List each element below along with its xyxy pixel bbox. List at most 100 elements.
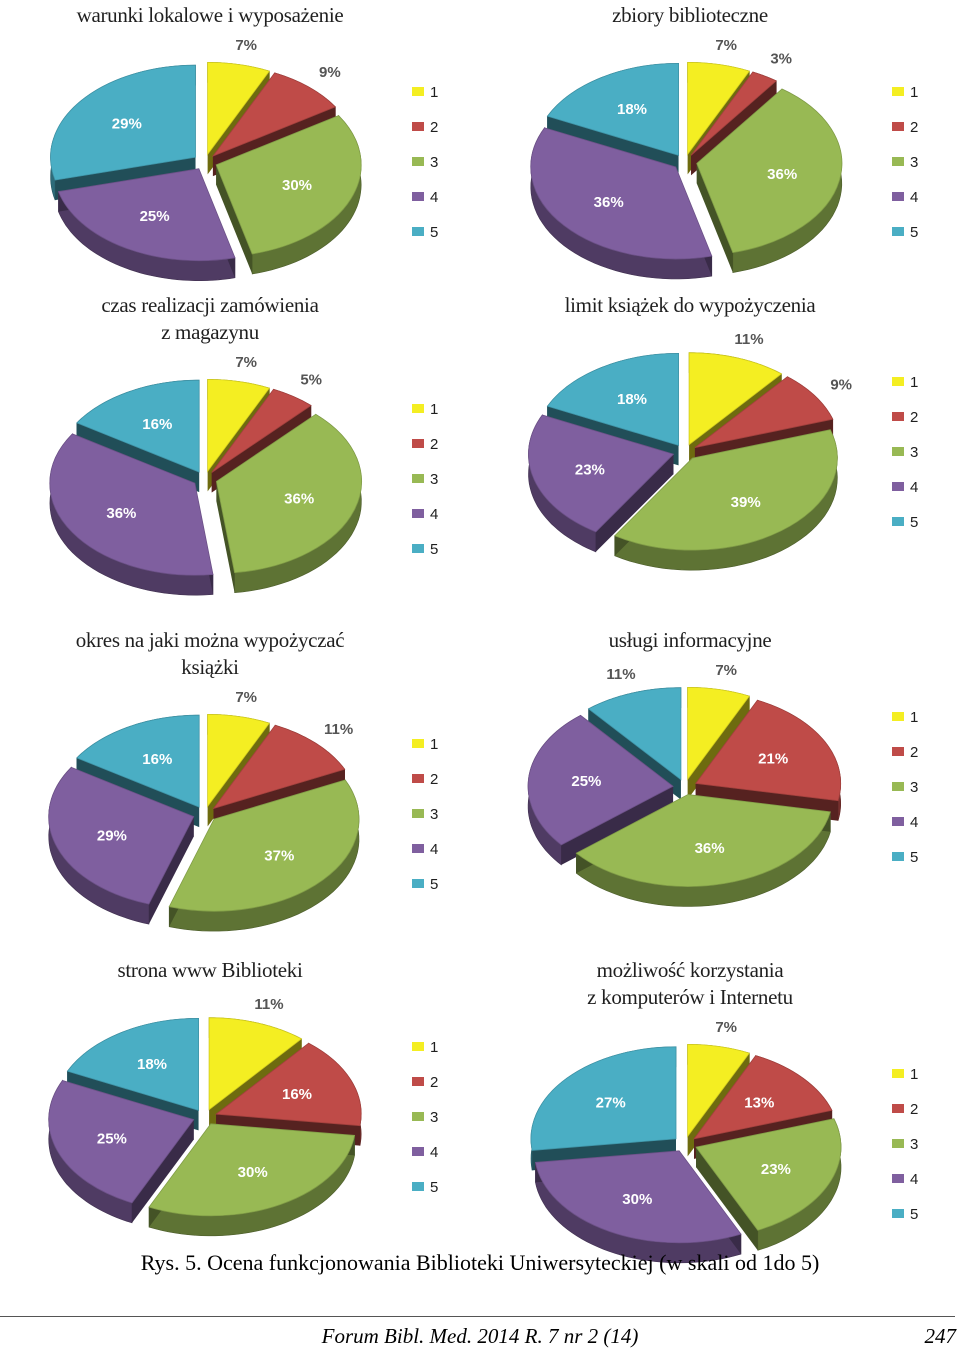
data-label-3: 23% [761,1161,791,1178]
data-label-5: 18% [137,1056,167,1073]
chart-title-line: czas realizacji zamówienia [101,293,319,317]
legend-swatch-1 [412,1042,424,1051]
pie-tops [528,352,838,551]
pie-slice-5 [50,64,196,181]
pie-chart-panel: strona www Biblioteki 11% 16% 30% 25% 18% 1 2 3 4… [0,955,480,1245]
legend-label-5: 5 [430,224,438,241]
pie-slice-wall [696,163,733,273]
legend-swatch-4 [412,1147,424,1156]
legend-swatch-1 [412,739,424,748]
data-label-2: 16% [282,1086,312,1103]
legend-swatch-3 [412,474,424,483]
pie-slice-5 [587,687,682,781]
data-label-1: 7% [715,37,737,54]
pie-slice-3 [575,794,831,887]
legend-label-5: 5 [430,876,438,893]
legend-label-4: 4 [910,814,918,831]
chart-legend: 1 2 3 4 5 [412,401,438,558]
pie-tops [50,61,362,262]
chart-title-line: strona www Biblioteki [117,958,303,982]
legend-swatch-1 [892,712,904,721]
pie-slice-1 [207,713,271,808]
legend-swatch-5 [892,1209,904,1218]
data-label-1: 7% [715,662,737,679]
legend-label-4: 4 [430,189,438,206]
pie-chart-svg: 11% 16% 30% 25% 18% 1 2 3 4 5 [48,996,438,1237]
legend-label-1: 1 [910,709,918,726]
legend-swatch-5 [892,517,904,526]
chart-title-line: usługi informacyjne [608,628,772,652]
pie-slice-3 [696,88,843,254]
pie-chart-svg: 11% 9% 39% 23% 18% 1 2 3 4 5 [528,331,918,571]
legend-swatch-3 [892,782,904,791]
legend-swatch-2 [412,122,424,131]
pie-slice-wall [595,454,674,552]
legend-label-4: 4 [910,189,918,206]
data-label-4: 30% [622,1191,652,1208]
pie-slice-4 [57,168,236,262]
pie-labels: 7% 13% 23% 30% 27% [596,1019,791,1208]
chart-title-line: warunki lokalowe i wyposażenie [76,3,344,27]
pie-tops [530,1043,842,1244]
data-label-4: 36% [106,505,136,522]
chart-legend: 1 2 3 4 5 [412,1039,438,1196]
pie-tops [49,378,362,576]
pie-chart-panel: czas realizacji zamówienia z magazynu 7% 5%… [0,290,480,610]
legend-swatch-5 [412,879,424,888]
data-label-3: 30% [282,177,312,194]
pie-slice-2 [694,376,834,449]
pie-tops [527,686,842,887]
data-label-4: 25% [97,1130,127,1147]
page-number: 247 [924,1324,957,1348]
legend-label-1: 1 [910,1066,918,1083]
data-label-5: 29% [112,115,142,132]
pie-tops [48,713,360,912]
legend-swatch-3 [412,809,424,818]
chart-legend: 1 2 3 4 5 [892,709,918,866]
pie-chart-svg: 7% 13% 23% 30% 27% 1 2 3 4 5 [530,1019,918,1264]
legend-label-1: 1 [910,84,918,101]
data-label-4: 23% [575,462,605,479]
pie-slice-wall [216,481,235,593]
pie-slice-4 [49,433,214,576]
data-label-2: 21% [758,750,788,767]
legend-swatch-2 [892,747,904,756]
data-label-5: 16% [142,751,172,768]
pie-chart-panel: warunki lokalowe i wyposażenie 7% 9% 30% 25%… [0,0,480,290]
pie-slice-3 [168,779,360,912]
legend-swatch-2 [412,439,424,448]
legend-label-2: 2 [430,436,438,453]
legend-swatch-4 [892,817,904,826]
pie-slice-1 [687,1043,751,1138]
data-label-2: 5% [300,372,322,389]
data-label-2: 11% [324,721,353,738]
legend-swatch-4 [412,509,424,518]
pie-slice-5 [546,62,680,156]
data-label-3: 30% [238,1164,268,1181]
data-label-5: 18% [617,391,647,408]
legend-swatch-2 [892,122,904,131]
data-label-5: 18% [617,101,647,118]
chart-title: limit książek do wypożyczenia [480,292,900,319]
pie-slice-4 [528,414,675,533]
pie-slice-5 [76,714,200,808]
pie-slice-2 [690,71,778,156]
pie-slice-2 [694,699,842,802]
legend-label-5: 5 [910,514,918,531]
data-label-3: 37% [264,848,294,865]
pie-slice-4 [534,1150,742,1244]
chart-title-line: z magazynu [161,320,259,344]
pie-slice-wall [148,816,194,925]
pie-slice-5 [546,352,680,446]
pie-tops [530,61,843,260]
chart-title: okres na jaki można wypożyczać książki [0,627,420,681]
legend-swatch-2 [412,1077,424,1086]
pie-slice-2 [212,724,346,810]
legend-label-2: 2 [910,744,918,761]
legend-label-1: 1 [430,736,438,753]
pie-slice-2 [211,72,337,158]
legend-swatch-1 [892,1069,904,1078]
pie-labels: 11% 9% 39% 23% 18% [575,331,852,511]
legend-label-3: 3 [430,1109,438,1126]
legend-label-5: 5 [430,541,438,558]
